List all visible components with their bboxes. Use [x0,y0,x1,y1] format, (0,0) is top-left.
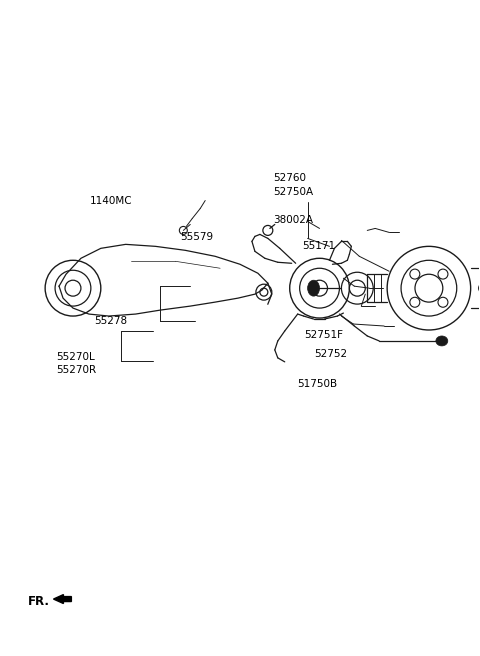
Ellipse shape [308,280,320,296]
Text: 38002A: 38002A [274,215,313,225]
Text: 55270L: 55270L [56,352,95,362]
FancyArrow shape [53,594,72,604]
Ellipse shape [436,336,448,346]
Text: 52760: 52760 [274,173,306,183]
Text: 52750A: 52750A [274,187,313,197]
Text: 51750B: 51750B [297,379,337,388]
Text: 55171: 55171 [302,241,335,251]
Text: 52752: 52752 [314,349,347,359]
Text: 55579: 55579 [180,232,214,241]
Text: FR.: FR. [28,594,49,607]
Text: 55278: 55278 [95,316,128,327]
Text: 1140MC: 1140MC [90,195,132,205]
Circle shape [479,283,480,293]
Text: 52751F: 52751F [304,329,343,340]
Text: 55270R: 55270R [56,365,96,375]
